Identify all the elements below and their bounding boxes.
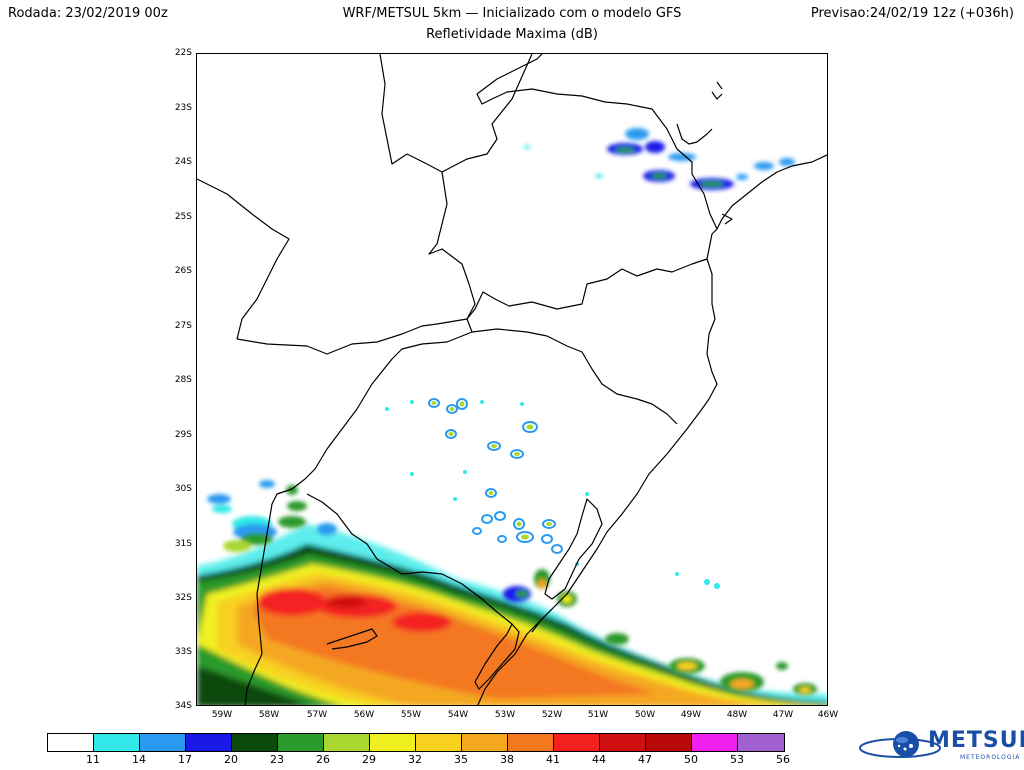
lat-label: 33S — [174, 647, 192, 657]
colorbar-tick-label: 29 — [362, 753, 376, 766]
lon-label: 59W — [211, 710, 233, 720]
lon-label: 57W — [306, 710, 328, 720]
map-frame — [196, 53, 828, 706]
colorbar-tick-label: 14 — [132, 753, 146, 766]
colorbar-swatch — [692, 734, 738, 751]
lon-label: 53W — [494, 710, 516, 720]
colorbar-swatch — [646, 734, 692, 751]
lon-label: 55W — [400, 710, 422, 720]
colorbar-tick-label: 35 — [454, 753, 468, 766]
lat-label: 25S — [174, 212, 192, 222]
colorbar-swatch — [232, 734, 278, 751]
colorbar-swatch — [462, 734, 508, 751]
reflectivity-cells-west — [207, 480, 337, 552]
colorbar-swatch — [324, 734, 370, 751]
logo-subtitle: METEOROLOGIA — [960, 754, 1021, 761]
lat-label: 31S — [174, 539, 192, 549]
colorbar-tick-label: 32 — [408, 753, 422, 766]
colorbar-tick-label: 11 — [86, 753, 100, 766]
lon-label: 58W — [258, 710, 280, 720]
political-boundaries — [197, 54, 827, 705]
colorbar-swatch — [554, 734, 600, 751]
lon-label: 46W — [817, 710, 839, 720]
metsul-logo-icon — [859, 731, 941, 758]
lat-label: 22S — [174, 48, 192, 58]
lat-label: 29S — [174, 430, 192, 440]
colorbar-tick-label: 41 — [546, 753, 560, 766]
lat-label: 30S — [174, 484, 192, 494]
colorbar-swatch — [186, 734, 232, 751]
colorbar-tick-label: 38 — [500, 753, 514, 766]
lon-label: 48W — [726, 710, 748, 720]
colorbar-tick-label: 26 — [316, 753, 330, 766]
colorbar-tick-label: 53 — [730, 753, 744, 766]
reflectivity-map — [197, 54, 827, 705]
forecast-label: Previsao:24/02/19 12z (+036h) — [810, 6, 1014, 21]
lat-label: 32S — [174, 593, 192, 603]
lon-label: 50W — [634, 710, 656, 720]
model-title: WRF/METSUL 5km — Inicializado com o mode… — [342, 6, 682, 21]
lon-label: 52W — [541, 710, 563, 720]
colorbar-swatch — [370, 734, 416, 751]
reflectivity-cells-northeast — [524, 128, 795, 190]
colorbar-swatch — [416, 734, 462, 751]
lat-label: 24S — [174, 157, 192, 167]
colorbar-tick-label: 56 — [776, 753, 790, 766]
lon-label: 49W — [680, 710, 702, 720]
colorbar-tick-label: 17 — [178, 753, 192, 766]
lon-label: 51W — [587, 710, 609, 720]
colorbar-swatch — [94, 734, 140, 751]
reflectivity-cells-southeast — [503, 569, 817, 695]
lat-label: 28S — [174, 375, 192, 385]
colorbar-swatch — [600, 734, 646, 751]
colorbar-swatch — [738, 734, 784, 751]
lat-label: 23S — [174, 103, 192, 113]
colorbar-swatch — [48, 734, 94, 751]
colorbar-tick-label: 20 — [224, 753, 238, 766]
lat-label: 26S — [174, 266, 192, 276]
colorbar-swatch — [278, 734, 324, 751]
colorbar-swatch — [140, 734, 186, 751]
logo-name: METSUL — [928, 728, 1024, 753]
lon-label: 54W — [447, 710, 469, 720]
lon-label: 47W — [772, 710, 794, 720]
lon-label: 56W — [353, 710, 375, 720]
colorbar-swatch — [508, 734, 554, 751]
colorbar-tick-label: 44 — [592, 753, 606, 766]
run-label: Rodada: 23/02/2019 00z — [8, 6, 168, 21]
colorbar-tick-label: 47 — [638, 753, 652, 766]
colorbar — [47, 733, 785, 752]
colorbar-tick-label: 50 — [684, 753, 698, 766]
field-title: Refletividade Maxima (dB) — [426, 27, 598, 42]
reflectivity-cells-interior — [385, 398, 720, 589]
lat-label: 34S — [174, 701, 192, 711]
colorbar-tick-label: 23 — [270, 753, 284, 766]
lat-label: 27S — [174, 321, 192, 331]
